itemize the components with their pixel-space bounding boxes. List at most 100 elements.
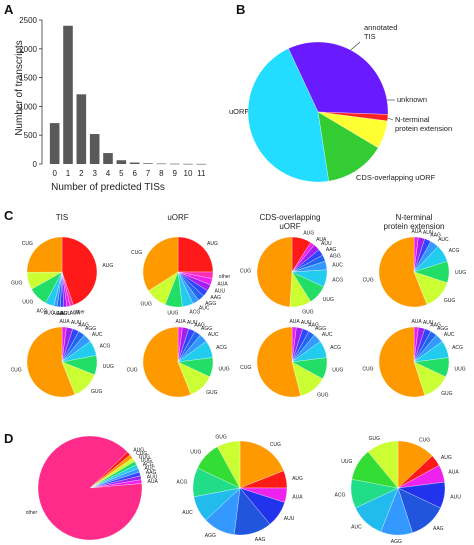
slice-label-aug: AUG	[207, 241, 218, 247]
bar-2	[76, 94, 87, 164]
slice-label-aua: AUA	[411, 229, 422, 235]
slice-label-gug: GUG	[441, 391, 453, 397]
slice-label-gug: GUG	[206, 390, 218, 396]
slice-label-uug: UUG	[332, 368, 343, 374]
slice-label-cug: CUG	[419, 437, 430, 443]
slice-label-auu: AUU	[215, 289, 226, 295]
x-tick-label: 8	[159, 169, 164, 178]
slice-cug	[26, 236, 63, 273]
slice-label-cug: CUG	[127, 368, 138, 374]
slice-label-acg: ACG	[143, 462, 154, 468]
slice-label-auc: AUC	[92, 332, 103, 338]
slice-label-agg: AGG	[205, 301, 216, 307]
slice-label-uug: UUG	[167, 311, 178, 317]
slice-label-auc: AUC	[322, 332, 333, 338]
y-tick-label: 1000	[19, 102, 37, 111]
slice-label-aag: AAG	[430, 322, 441, 328]
slice-label-aua: AUA	[70, 310, 81, 316]
slice-label-gug: GUG	[369, 436, 381, 442]
slice-label-acg: ACG	[330, 345, 341, 351]
slice-label-agg: AGG	[330, 254, 341, 260]
slice-label-cug: CUG	[240, 365, 251, 371]
slice-label-aua: AUA	[59, 319, 70, 325]
slice-label-aag: AAG	[210, 295, 221, 301]
slice-label-gug: GUG	[444, 298, 456, 304]
bar-7	[143, 163, 153, 164]
slice-label-aua: AUA	[411, 319, 422, 325]
bar-9	[169, 163, 180, 165]
slice-label-gug: GUG	[215, 435, 227, 441]
x-tick-label: 0	[52, 169, 57, 178]
slice-label-uug: UUG	[341, 459, 352, 465]
slice-label-acg: ACG	[452, 345, 463, 351]
slice-label-cug: CUG	[131, 250, 142, 256]
bar-3	[89, 134, 100, 164]
slice-label-gug: GUG	[139, 454, 151, 460]
slice-label-gug: GUG	[141, 302, 153, 308]
slice-label-auu: AUU	[61, 311, 72, 317]
slice-label-aag: AAG	[78, 322, 89, 328]
y-tick-label: 2500	[19, 16, 37, 25]
slice-label-uug: UUG	[22, 299, 33, 305]
slice-label-acg: ACG	[335, 493, 346, 499]
column-header-uorf: uORF	[167, 213, 188, 222]
slice-label-uorf: uORF	[229, 107, 249, 116]
slice-label-gug: GUG	[302, 310, 314, 316]
slice-label-auu: AUU	[301, 320, 312, 326]
slice-label-agg: AGG	[201, 326, 212, 332]
slice-label-cug: CUG	[136, 451, 147, 457]
slice-label-auc: AUC	[351, 525, 362, 531]
slice-label-unknown: unknown	[397, 95, 427, 104]
slice-label-gug: GUG	[91, 389, 103, 395]
slice-label-gug: GUG	[11, 281, 23, 287]
slice-label-agg: AGG	[205, 533, 216, 539]
x-axis-title: Number of predicted TISs	[51, 182, 165, 193]
x-tick-label: 4	[106, 169, 111, 178]
bar-chart-panel-a: Number of predicted TISs Number of trans…	[14, 16, 207, 193]
slice-label-acg: ACG	[332, 278, 343, 284]
panel-label-b: B	[236, 2, 245, 17]
column-header-n-terminal-extension: N-terminal protein extension	[384, 213, 445, 231]
slice-label-other: other	[26, 510, 38, 516]
pie-panel-d-3: CUG AUG AUA AUU AAG AGG AUC ACG UUG GUG	[335, 436, 462, 545]
slice-label-uug: UUG	[455, 270, 466, 276]
slice-label-agg: AGG	[53, 311, 64, 317]
slice-label-auc: AUC	[444, 332, 455, 338]
slice-gug	[217, 440, 241, 489]
slice-cug	[378, 236, 428, 308]
slice-label-agg: AGG	[85, 326, 96, 332]
slice-label-auu: AUU	[187, 320, 198, 326]
panel-label-d: D	[4, 431, 13, 446]
slice-label-aag: AAG	[57, 311, 68, 317]
slice-label-agg: AGG	[315, 326, 326, 332]
slice-label-aag: AAG	[146, 470, 157, 476]
slice-label-cug: CUG	[22, 241, 33, 247]
panel-label-c: C	[4, 208, 14, 223]
slice-label-gug: GUG	[317, 392, 329, 398]
slice-label-cug: CUG	[11, 368, 22, 374]
slice-label-auu: AUU	[423, 320, 434, 326]
slice-label-auc: AUC	[145, 466, 156, 472]
bar-6	[129, 162, 140, 164]
y-tick-label: 0	[33, 160, 38, 169]
x-tick-label: 7	[146, 169, 151, 178]
slice-label-auc: AUC	[332, 262, 343, 268]
column-header-tis: TIS	[56, 213, 68, 222]
slice-label-aua: AUA	[292, 494, 303, 500]
slice-label-aag: AAG	[308, 322, 319, 328]
slice-label-acg: ACG	[177, 479, 188, 485]
bar-10	[183, 163, 193, 165]
slice-gug	[367, 440, 399, 489]
slice-cug	[256, 236, 293, 308]
bar-5	[116, 160, 127, 164]
bar-1	[63, 25, 73, 165]
slice-label-uug: UUG	[190, 450, 201, 456]
slice-label-uug: UUG	[455, 366, 466, 372]
slice-label-acg: ACG	[216, 345, 227, 351]
slice-label-cug: CUG	[240, 269, 251, 275]
